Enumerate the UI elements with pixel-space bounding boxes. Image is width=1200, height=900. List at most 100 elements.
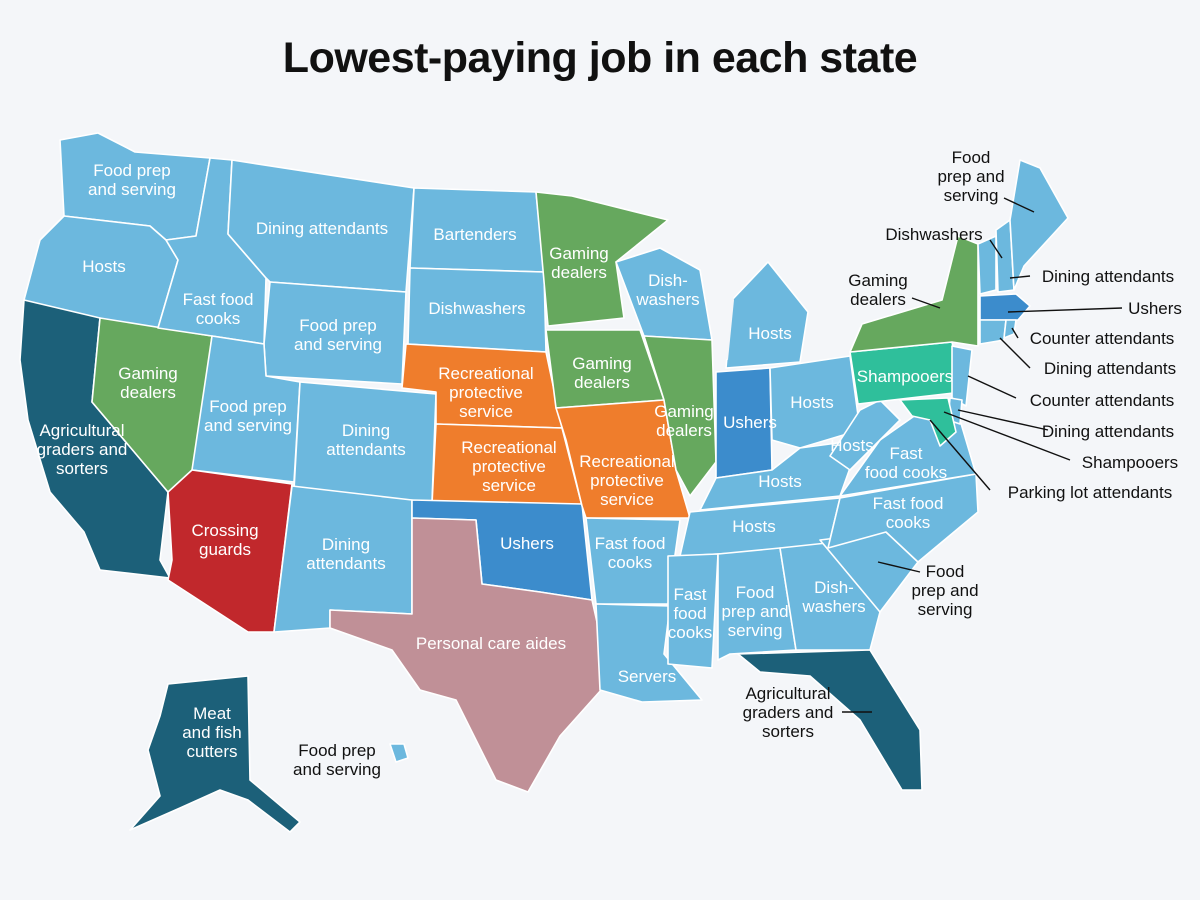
label-line: Recreational	[438, 364, 533, 383]
state-label-mn: Gaming dealers	[549, 244, 609, 282]
leader-me	[1003, 197, 1035, 213]
state-label-ga: Dish-washers	[801, 578, 865, 616]
state-label-nv: Gaming dealers	[118, 364, 178, 402]
leader-ma	[1007, 307, 1123, 313]
state-label-wa: Food prep and serving	[88, 161, 176, 199]
label-line: service	[482, 476, 536, 495]
label-line: graders and	[37, 440, 128, 459]
label-line: Bartenders	[433, 225, 516, 244]
label-line: Food	[736, 583, 775, 602]
label-line: Gaming	[848, 271, 908, 290]
label-line: Hosts	[748, 324, 791, 343]
label-line: Gaming	[654, 402, 714, 421]
state-ct	[979, 319, 1007, 345]
label-line: sorters	[762, 722, 814, 741]
leader-ct	[999, 337, 1031, 369]
label-line: dealers	[656, 421, 712, 440]
state-wi	[615, 247, 713, 341]
callout-label-md: Shampooers	[1082, 453, 1178, 472]
label-line: Personal care aides	[416, 634, 566, 653]
label-line: serving	[918, 600, 973, 619]
label-line: Crossing	[191, 521, 258, 540]
label-line: Fast food	[595, 534, 666, 553]
label-line: service	[459, 402, 513, 421]
label-line: Hosts	[732, 517, 775, 536]
state-label-ok: Ushers	[500, 534, 554, 553]
label-line: dealers	[850, 290, 906, 309]
state-label-ak: Meat and fish cutters	[182, 704, 242, 761]
label-line: Hosts	[830, 436, 873, 455]
label-line: and fish	[182, 723, 242, 742]
state-label-al: Food prep and serving	[721, 583, 788, 640]
state-label-ca: Agricultural graders and sorters	[37, 421, 128, 478]
label-line: protective	[472, 457, 546, 476]
state-label-in: Ushers	[723, 413, 777, 432]
label-line: Dining attendants	[1042, 422, 1174, 441]
state-label-ks: Recreational protective service	[461, 438, 556, 495]
label-line: Recreational	[461, 438, 556, 457]
state-label-wv: Hosts	[830, 436, 873, 455]
state-label-az: Crossing guards	[191, 521, 258, 559]
state-ny	[849, 235, 979, 353]
label-line: dealers	[574, 373, 630, 392]
label-line: sorters	[56, 459, 108, 478]
state-label-ia: Gaming dealers	[572, 354, 632, 392]
label-line: Dish-	[814, 578, 854, 597]
callout-label-ri: Counter attendants	[1030, 329, 1175, 348]
label-line: food cooks	[865, 463, 947, 482]
state-mi	[725, 261, 809, 369]
callout-label-nh: Dining attendants	[1042, 267, 1174, 286]
label-line: prep and	[911, 581, 978, 600]
state-ms	[667, 553, 719, 669]
label-line: Fast	[673, 585, 706, 604]
label-line: cooks	[196, 309, 240, 328]
state-label-va: Fast food cooks	[865, 444, 947, 482]
state-label-tn: Hosts	[732, 517, 775, 536]
state-shapes	[19, 132, 1069, 833]
state-label-ky: Hosts	[758, 472, 801, 491]
state-label-mo: Recreational protective service	[579, 452, 674, 509]
label-line: Hosts	[790, 393, 833, 412]
label-line: Food prep	[93, 161, 171, 180]
label-line: attendants	[306, 554, 385, 573]
label-line: washers	[801, 597, 865, 616]
label-line: Dining	[342, 421, 390, 440]
label-line: Dish-	[648, 271, 688, 290]
label-line: guards	[199, 540, 251, 559]
label-line: and serving	[294, 335, 382, 354]
callout-label-sc: Food prep and serving	[911, 562, 978, 619]
state-label-hi: Food prep and serving	[293, 741, 381, 779]
state-label-sd: Dishwashers	[428, 299, 525, 318]
state-label-nd: Bartenders	[433, 225, 516, 244]
state-label-ar: Fast food cooks	[595, 534, 666, 572]
state-label-wi: Dish-washers	[635, 271, 699, 309]
leader-md	[943, 411, 1071, 461]
leader-nj	[967, 375, 1017, 399]
label-line: washers	[635, 290, 699, 309]
label-line: Dishwashers	[428, 299, 525, 318]
label-line: Hosts	[82, 257, 125, 276]
callout-label-ct: Dining attendants	[1044, 359, 1176, 378]
state-fl	[737, 649, 923, 791]
state-oh	[769, 355, 861, 449]
label-line: Meat	[193, 704, 231, 723]
label-line: Agricultural	[745, 684, 830, 703]
state-label-co: Dining attendants	[326, 421, 405, 459]
state-ak	[129, 675, 301, 833]
lake-erie	[820, 312, 858, 334]
label-line: Fast food	[873, 494, 944, 513]
state-label-mt: Dining attendants	[256, 219, 388, 238]
label-line: Dishwashers	[885, 225, 982, 244]
callout-label-nj: Counter attendants	[1030, 391, 1175, 410]
leader-ri	[1011, 327, 1019, 339]
leader-ny	[911, 297, 941, 309]
label-line: Ushers	[500, 534, 554, 553]
state-hi	[389, 743, 409, 763]
label-line: Servers	[618, 667, 677, 686]
label-line: Ushers	[723, 413, 777, 432]
state-label-mi: Hosts	[748, 324, 791, 343]
callout-label-de: Dining attendants	[1042, 422, 1174, 441]
